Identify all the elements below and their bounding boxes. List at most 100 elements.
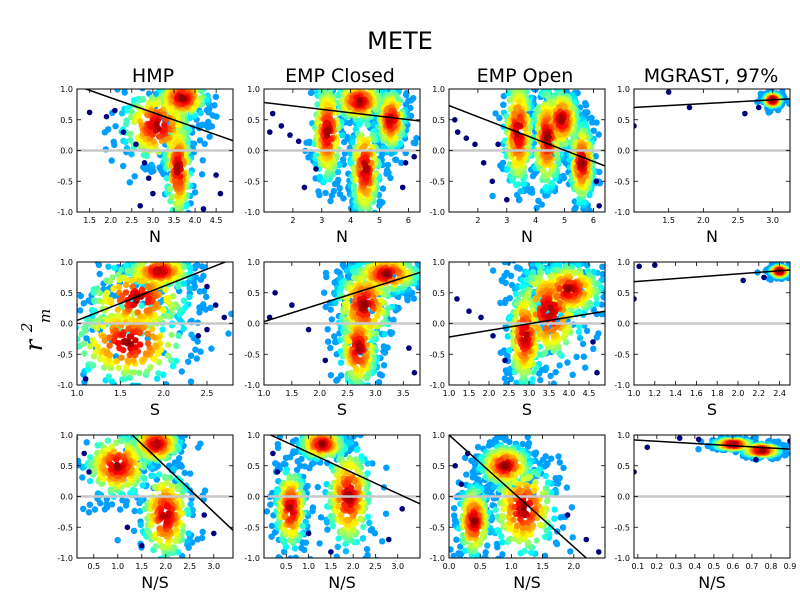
plot-area (264, 89, 420, 212)
density-point (228, 310, 233, 317)
density-point (360, 301, 367, 308)
density-point (69, 336, 75, 342)
density-point (196, 137, 204, 144)
density-point (175, 283, 182, 290)
density-point (173, 342, 180, 349)
density-point (104, 289, 111, 296)
outlier-point (195, 333, 202, 339)
density-point (122, 289, 130, 296)
density-point (542, 364, 550, 371)
density-point (575, 262, 582, 269)
y-label-main: r (20, 338, 48, 351)
density-point (489, 192, 496, 200)
density-point (166, 185, 174, 193)
y-tick-label: 0.5 (247, 289, 260, 298)
outlier-point (406, 345, 412, 351)
density-point (366, 332, 373, 340)
column-title-hmp: HMP (132, 65, 174, 87)
y-tick-label: -0.5 (244, 350, 260, 359)
density-point (520, 180, 527, 188)
density-point (105, 373, 113, 380)
density-point (142, 350, 150, 357)
outlier-point (742, 110, 748, 117)
density-point (199, 157, 206, 164)
density-point (114, 306, 122, 313)
y-tick-label: 0.0 (617, 147, 630, 156)
regression-line (449, 104, 605, 167)
density-point (237, 90, 243, 96)
density-point (563, 339, 570, 346)
x-tick-label: 1.0 (258, 389, 271, 398)
density-point (381, 349, 389, 356)
density-point (66, 312, 72, 318)
density-point (327, 197, 334, 205)
outlier-point (112, 107, 118, 114)
density-point (120, 346, 127, 354)
x-tick-label: 1.5 (285, 389, 298, 398)
density-point (177, 178, 184, 185)
density-point (206, 105, 213, 113)
density-point (585, 211, 590, 212)
density-point (142, 166, 149, 173)
density-point (175, 332, 182, 339)
density-point (155, 370, 162, 377)
y-tick-label: -0.5 (57, 350, 73, 359)
density-point (382, 262, 386, 263)
density-point (122, 281, 130, 289)
density-point (138, 302, 145, 309)
density-point (421, 257, 427, 263)
density-point (569, 371, 576, 378)
density-point (381, 262, 385, 263)
density-point (105, 126, 112, 133)
outlier-point (217, 190, 224, 197)
density-point (119, 331, 127, 338)
density-point (529, 268, 537, 276)
density-point (381, 330, 388, 338)
density-point (169, 110, 177, 117)
density-point (77, 307, 84, 314)
density-point (125, 339, 132, 346)
density-point (161, 121, 168, 129)
density-point (203, 293, 210, 301)
density-point (403, 91, 410, 99)
density-point (314, 101, 321, 108)
density-point (571, 206, 578, 212)
density-point (586, 191, 593, 199)
density-point (201, 140, 208, 147)
density-point (492, 110, 499, 117)
density-point (556, 350, 563, 357)
density-point (143, 152, 151, 160)
density-point (580, 353, 587, 360)
density-point (174, 121, 181, 129)
density-point (324, 338, 332, 345)
density-point (383, 271, 390, 278)
density-point (332, 299, 339, 307)
density-point (144, 330, 151, 337)
density-point (530, 369, 537, 376)
y-tick-label: 0.5 (60, 289, 73, 298)
density-point (334, 168, 342, 176)
outlier-point (204, 326, 210, 333)
density-point (512, 110, 519, 118)
density-point (164, 341, 172, 349)
regression-line (83, 89, 233, 142)
density-point (89, 362, 97, 369)
density-point (529, 376, 536, 383)
outlier-point (86, 109, 93, 116)
density-point (380, 362, 388, 369)
y-tick-label: 1.0 (247, 85, 260, 94)
density-point (608, 316, 614, 322)
density-point (186, 285, 193, 292)
density-point (556, 362, 563, 369)
density-point (523, 269, 531, 276)
density-point (516, 115, 524, 122)
density-point (503, 380, 510, 385)
density-point (590, 345, 597, 352)
outlier-point (204, 283, 210, 290)
density-point (575, 328, 583, 336)
density-point (163, 313, 171, 320)
density-point (101, 337, 109, 344)
density-point (96, 270, 103, 278)
density-point (180, 280, 188, 287)
density-point (324, 139, 331, 146)
